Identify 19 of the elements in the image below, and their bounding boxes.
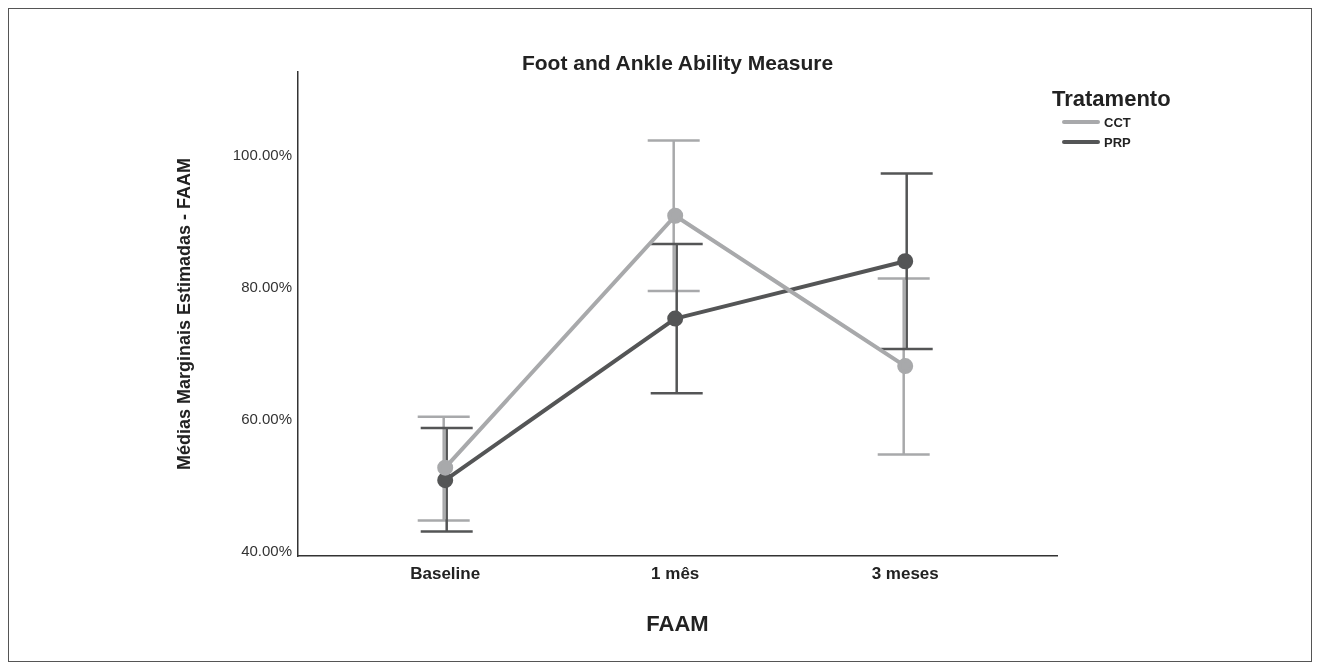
legend-label: CCT xyxy=(1104,114,1131,130)
x-tick-label: Baseline xyxy=(410,563,481,583)
point xyxy=(897,358,914,375)
y-tick-label: 100.00% xyxy=(232,145,292,163)
chart-title: Foot and Ankle Ability Measure xyxy=(521,51,834,74)
y-tick-label: 40.00% xyxy=(241,541,292,559)
point xyxy=(437,459,454,476)
point xyxy=(667,310,684,327)
point xyxy=(437,472,454,489)
point xyxy=(897,253,914,270)
y-tick-label: 60.00% xyxy=(241,409,292,427)
x-tick-label: 1 mês xyxy=(651,563,700,583)
x-tick-label: 3 meses xyxy=(871,563,939,583)
legend-title: Tratamento xyxy=(1052,86,1171,112)
point xyxy=(667,207,684,224)
y-tick-label: 80.00% xyxy=(241,277,292,295)
x-axis-title: FAAM xyxy=(646,610,709,636)
y-axis-title: Médias Marginais Estimadas - FAAM xyxy=(173,157,194,471)
legend-label: PRP xyxy=(1104,134,1131,150)
